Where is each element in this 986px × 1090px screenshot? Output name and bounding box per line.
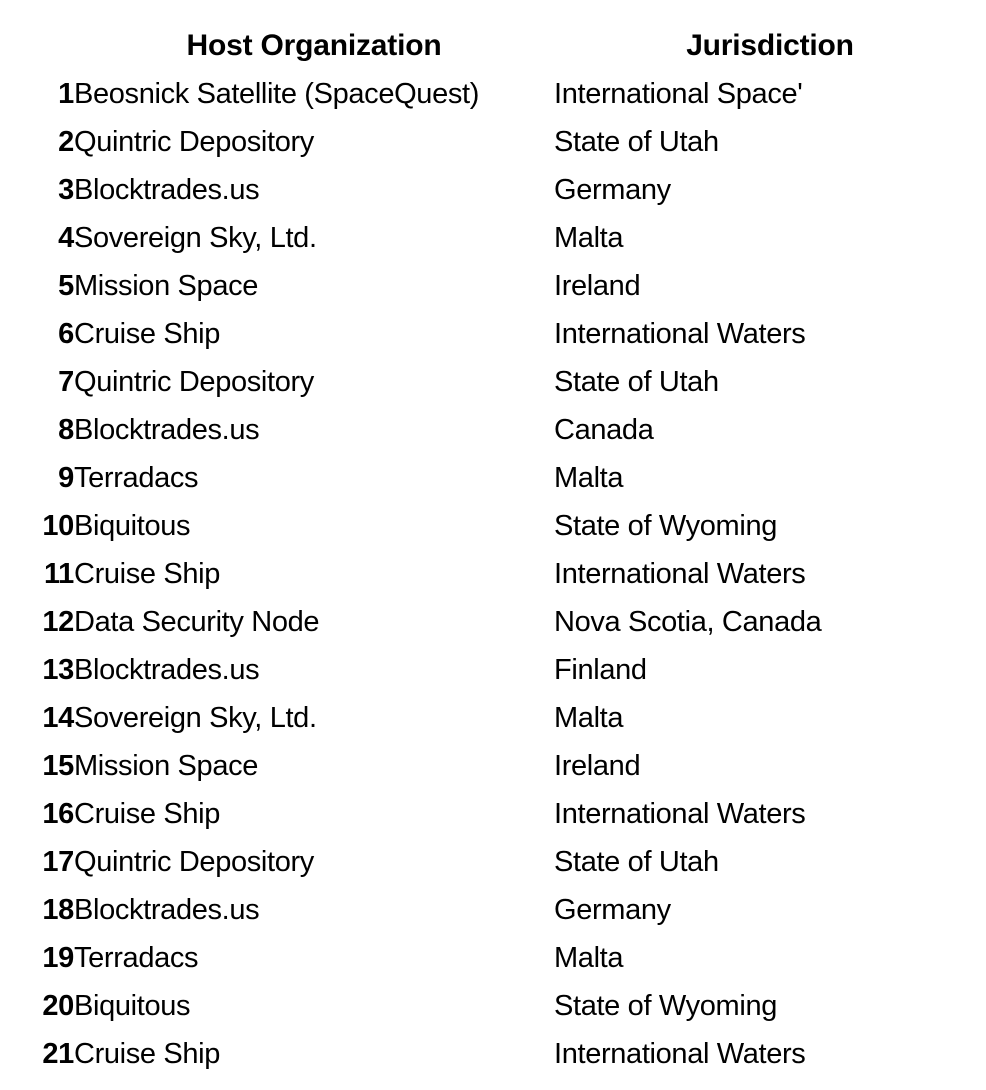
column-header-jurisdiction: Jurisdiction (686, 29, 854, 62)
row-index: 19 (42, 941, 74, 974)
cell-host-organization: Cruise Ship (74, 557, 221, 590)
table-row: 18 Blocktrades.us Germany (0, 886, 986, 934)
row-index: 6 (58, 317, 74, 350)
cell-jurisdiction: International Space' (554, 77, 803, 110)
cell-jurisdiction: Malta (554, 701, 624, 734)
cell-jurisdiction: Germany (554, 893, 671, 926)
table-row: 13 Blocktrades.us Finland (0, 646, 986, 694)
table-row: 4 Sovereign Sky, Ltd. Malta (0, 214, 986, 262)
table-header-row: Host Organization Jurisdiction (0, 22, 986, 70)
cell-host-organization: Mission Space (74, 269, 259, 302)
table-row: 12 Data Security Node Nova Scotia, Canada (0, 598, 986, 646)
row-index: 4 (58, 221, 74, 254)
table-row: 1 Beosnick Satellite (SpaceQuest) Internat… (0, 70, 986, 118)
cell-host-organization: Beosnick Satellite (SpaceQuest) (74, 77, 480, 110)
row-index: 16 (42, 797, 74, 830)
cell-host-organization: Blocktrades.us (74, 893, 260, 926)
cell-jurisdiction: Malta (554, 221, 624, 254)
table-row: 16 Cruise Ship International Waters (0, 790, 986, 838)
cell-jurisdiction: Ireland (554, 269, 641, 302)
table-row: 9 Terradacs Malta (0, 454, 986, 502)
table-row: 19 Terradacs Malta (0, 934, 986, 982)
table-row: 3 Blocktrades.us Germany (0, 166, 986, 214)
cell-host-organization: Biquitous (74, 509, 191, 542)
row-index: 17 (42, 845, 74, 878)
cell-host-organization: Blocktrades.us (74, 173, 260, 206)
cell-host-organization: Sovereign Sky, Ltd. (74, 701, 317, 734)
table-row: 11 Cruise Ship International Waters (0, 550, 986, 598)
cell-host-organization: Blocktrades.us (74, 653, 260, 686)
row-index: 18 (42, 893, 74, 926)
row-index: 3 (58, 173, 74, 206)
cell-jurisdiction: State of Wyoming (554, 509, 778, 542)
cell-host-organization: Sovereign Sky, Ltd. (74, 221, 317, 254)
row-index: 13 (42, 653, 74, 686)
cell-jurisdiction: Canada (554, 413, 654, 446)
cell-jurisdiction: International Waters (554, 797, 806, 830)
table-row: 17 Quintric Depository State of Utah (0, 838, 986, 886)
row-index: 11 (43, 557, 74, 590)
cell-jurisdiction: State of Utah (554, 845, 719, 878)
host-organization-table: Host Organization Jurisdiction 1 Beosnick… (0, 22, 986, 1078)
row-index: 15 (42, 749, 74, 782)
cell-host-organization: Data Security Node (74, 605, 320, 638)
table-body: 1 Beosnick Satellite (SpaceQuest) Internat… (0, 70, 986, 1078)
cell-jurisdiction: International Waters (554, 557, 806, 590)
row-index: 1 (58, 77, 74, 110)
row-index: 9 (58, 461, 74, 494)
cell-jurisdiction: State of Wyoming (554, 989, 778, 1022)
cell-host-organization: Quintric Depository (74, 845, 314, 878)
row-index: 14 (42, 701, 74, 734)
cell-jurisdiction: International Waters (554, 317, 806, 350)
table-header: Host Organization Jurisdiction (0, 22, 986, 70)
table-row: 21 Cruise Ship International Waters (0, 1030, 986, 1078)
cell-jurisdiction: State of Utah (554, 125, 719, 158)
cell-host-organization: Mission Space (74, 749, 259, 782)
row-index: 5 (58, 269, 74, 302)
cell-host-organization: Quintric Depository (74, 365, 314, 398)
cell-host-organization: Cruise Ship (74, 797, 221, 830)
table-row: 20 Biquitous State of Wyoming (0, 982, 986, 1030)
cell-host-organization: Biquitous (74, 989, 191, 1022)
cell-host-organization: Terradacs (74, 461, 199, 494)
row-index: 21 (42, 1037, 74, 1070)
table-row: 7 Quintric Depository State of Utah (0, 358, 986, 406)
cell-host-organization: Quintric Depository (74, 125, 314, 158)
row-index: 8 (58, 413, 74, 446)
cell-jurisdiction: State of Utah (554, 365, 719, 398)
cell-jurisdiction: Finland (554, 653, 647, 686)
cell-jurisdiction: Malta (554, 461, 624, 494)
table-row: 6 Cruise Ship International Waters (0, 310, 986, 358)
row-index: 7 (58, 365, 74, 398)
table-row: 8 Blocktrades.us Canada (0, 406, 986, 454)
table-row: 5 Mission Space Ireland (0, 262, 986, 310)
cell-host-organization: Blocktrades.us (74, 413, 260, 446)
cell-jurisdiction: Ireland (554, 749, 641, 782)
cell-host-organization: Cruise Ship (74, 317, 221, 350)
row-index: 20 (42, 989, 74, 1022)
table-row: 15 Mission Space Ireland (0, 742, 986, 790)
row-index: 2 (58, 125, 74, 158)
table-row: 2 Quintric Depository State of Utah (0, 118, 986, 166)
row-index: 12 (42, 605, 74, 638)
column-header-index (0, 22, 74, 70)
column-header-host-organization: Host Organization (186, 29, 442, 62)
table-row: 14 Sovereign Sky, Ltd. Malta (0, 694, 986, 742)
cell-host-organization: Cruise Ship (74, 1037, 221, 1070)
cell-jurisdiction: International Waters (554, 1037, 806, 1070)
cell-host-organization: Terradacs (74, 941, 199, 974)
cell-jurisdiction: Malta (554, 941, 624, 974)
table-row: 10 Biquitous State of Wyoming (0, 502, 986, 550)
cell-jurisdiction: Germany (554, 173, 671, 206)
cell-jurisdiction: Nova Scotia, Canada (554, 605, 822, 638)
row-index: 10 (42, 509, 74, 542)
